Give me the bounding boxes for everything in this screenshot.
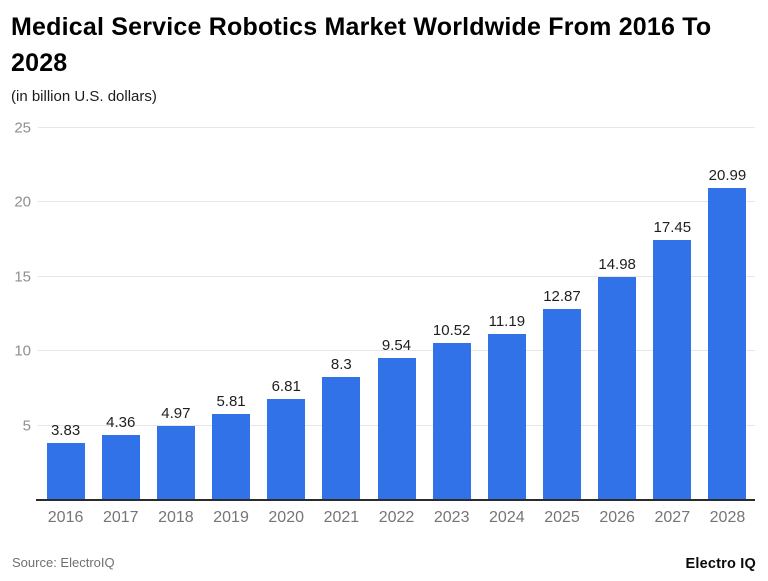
bar-2020 — [267, 398, 306, 500]
y-tick-label-10: 10 — [14, 342, 31, 360]
bar-column-2020: 6.81 — [259, 128, 314, 500]
source-note: Source: ElectroIQ — [12, 555, 115, 570]
bar-column-2018: 4.97 — [148, 128, 203, 500]
x-axis-label-2022: 2022 — [378, 509, 415, 526]
bar-column-2019: 5.81 — [203, 128, 258, 500]
bar-column-2027: 17.45 — [645, 128, 700, 500]
x-axis-label-2016: 2016 — [47, 509, 84, 526]
x-axis-line — [36, 499, 755, 501]
bar-2021 — [322, 376, 361, 500]
x-axis-labels: 2016 2017 2018 2019 2020 2021 2022 2023 2024 2025… — [38, 509, 755, 527]
x-axis-label-2020: 2020 — [268, 509, 304, 526]
chart-subtitle: (in billion U.S. dollars) — [11, 88, 157, 105]
bar-column-2021: 8.3 — [314, 128, 369, 500]
bar-column-2022: 9.54 — [369, 128, 424, 500]
bar-2028 — [708, 187, 747, 500]
x-axis-label-2028: 2028 — [709, 509, 746, 526]
bar-value-label-2026: 14.98 — [598, 256, 636, 274]
bar-value-label-2021: 8.3 — [330, 355, 352, 373]
bar-value-label-2022: 9.54 — [381, 337, 412, 355]
y-tick-label-25: 25 — [14, 119, 31, 137]
bar-2024 — [487, 333, 526, 500]
y-tick-label-15: 15 — [14, 268, 31, 286]
x-axis-label-2021: 2021 — [323, 509, 360, 526]
x-axis-label-2026: 2026 — [599, 509, 635, 526]
bar-value-label-2025: 12.87 — [543, 287, 581, 305]
gridline-10 — [38, 350, 755, 352]
gridline-25 — [38, 127, 755, 128]
x-axis-label-2023: 2023 — [433, 509, 470, 526]
bar-value-label-2018: 4.97 — [161, 405, 191, 423]
bar-column-2028: 20.99 — [700, 128, 755, 500]
bar-column-2025: 12.87 — [534, 128, 589, 500]
plot-area: 5 10 15 20 25 3.83 4.36 4.97 5.81 6.81 8.3 9.54 10.… — [14, 120, 755, 526]
bar-2019 — [212, 413, 251, 500]
bar-value-label-2024: 11.19 — [488, 312, 526, 330]
gridline-15 — [38, 275, 755, 277]
bar-column-2023: 10.52 — [424, 128, 479, 500]
x-axis-label-2018: 2018 — [158, 509, 194, 526]
bar-series: 3.83 4.36 4.97 5.81 6.81 8.3 9.54 10.52 11.19 12.… — [38, 128, 755, 500]
x-axis-label-2017: 2017 — [102, 509, 139, 526]
brand-logo: Electro IQ — [685, 556, 756, 572]
bar-column-2016: 3.83 — [38, 128, 93, 500]
bar-column-2026: 14.98 — [590, 128, 645, 500]
bar-2017 — [101, 435, 140, 500]
bar-2022 — [377, 358, 416, 500]
gridline-20 — [38, 201, 755, 203]
bar-column-2024: 11.19 — [479, 128, 534, 500]
bar-value-label-2027: 17.45 — [653, 219, 692, 237]
bar-2025 — [542, 308, 581, 500]
bar-2016 — [46, 443, 85, 500]
x-axis-label-2024: 2024 — [489, 509, 525, 526]
bar-2018 — [156, 426, 195, 500]
bar-value-label-2028: 20.99 — [708, 166, 747, 184]
y-tick-label-20: 20 — [14, 193, 31, 211]
bar-value-label-2017: 4.36 — [106, 414, 136, 432]
bar-value-label-2016: 3.83 — [50, 422, 81, 440]
bar-value-label-2023: 10.52 — [432, 322, 471, 340]
bar-2026 — [598, 277, 637, 500]
bar-value-label-2019: 5.81 — [216, 392, 246, 410]
x-axis-label-2019: 2019 — [213, 509, 249, 526]
chart-title: Medical Service Robotics Market Worldwid… — [11, 13, 712, 77]
x-axis-label-2027: 2027 — [654, 509, 691, 526]
x-axis-label-2025: 2025 — [544, 509, 580, 526]
y-tick-label-5: 5 — [22, 417, 31, 435]
bar-value-label-2020: 6.81 — [271, 377, 301, 395]
bar-2023 — [432, 343, 471, 500]
bar-column-2017: 4.36 — [93, 128, 148, 500]
bar-2027 — [653, 240, 692, 500]
